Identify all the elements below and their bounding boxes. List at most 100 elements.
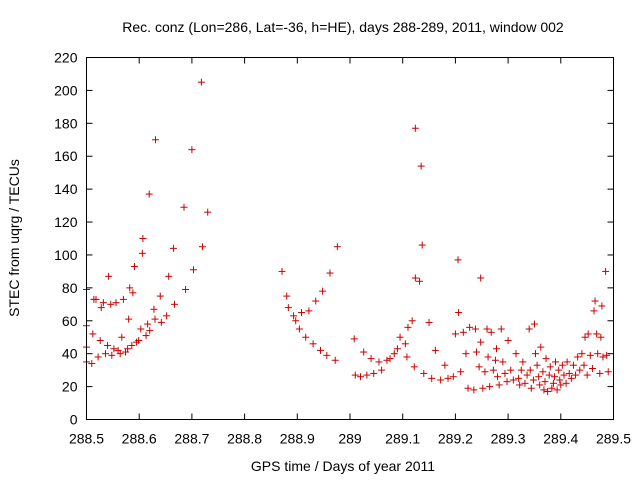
x-tick-label: 288.5 [69,431,104,447]
data-point [558,361,566,369]
data-point [483,325,491,333]
data-point [532,350,540,358]
data-point [580,361,588,369]
data-point [590,307,598,315]
data-point [583,371,591,379]
data-point [523,371,531,379]
data-point [278,267,286,275]
data-point [96,337,104,345]
data-point [360,348,368,356]
data-point [283,292,291,300]
data-point [525,325,533,333]
data-point [493,345,501,353]
data-point [486,383,494,391]
data-point [125,315,133,323]
data-point [89,330,97,338]
data-point [472,348,480,356]
data-point [182,286,190,294]
data-point [512,350,520,358]
data-point [375,358,383,366]
data-point [537,343,545,351]
data-point [124,345,132,353]
y-tick-label: 120 [54,214,78,230]
y-tick-label: 20 [62,379,78,395]
data-point [454,256,462,264]
data-point [298,309,306,317]
data-point [581,333,589,341]
data-point [390,350,398,358]
data-point [142,332,150,340]
data-point [152,136,160,144]
data-point [110,345,118,353]
data-point [507,366,515,374]
data-point [540,386,548,394]
x-tick-label: 289 [338,431,362,447]
data-point [553,386,561,394]
x-tick-label: 288.6 [122,431,157,447]
data-point [204,208,212,216]
data-point [107,300,115,308]
data-point [135,337,143,345]
data-point [515,374,523,382]
data-point [536,381,544,389]
data-point [404,323,412,331]
chart-title: Rec. conz (Lon=286, Lat=-36, h=HE), days… [122,19,564,35]
data-point [386,355,394,363]
data-point [302,333,310,341]
data-point [418,241,426,249]
data-point [576,366,584,374]
y-tick-label: 80 [62,280,78,296]
data-point [331,356,339,364]
data-point [560,371,568,379]
data-point [562,379,570,387]
data-point [403,353,411,361]
data-point [428,374,436,382]
data-point [517,366,525,374]
plot-frame [86,57,614,420]
data-point [323,351,331,359]
data-point [416,277,424,285]
data-point [475,363,483,371]
data-point [171,300,179,308]
data-point [99,299,107,307]
data-point [529,376,537,384]
data-point [383,356,391,364]
axis-tick-labels: 288.5 288.6 288.7 288.8 288.9 289 289.1 289.2 28… [54,50,631,447]
y-tick-label: 200 [54,82,78,98]
data-point [130,262,138,270]
data-point [151,315,159,323]
data-point [499,358,507,366]
data-points [83,78,612,396]
x-axis-label: GPS time / Days of year 2011 [251,458,435,474]
data-point [189,266,197,274]
data-point [586,351,594,359]
data-point [425,318,433,326]
data-point [163,312,171,320]
data-point [555,366,563,374]
data-point [545,371,553,379]
data-point [129,289,137,297]
data-point [552,358,560,366]
data-point [126,284,134,292]
x-tick-label: 288.9 [280,431,315,447]
data-point [292,317,300,325]
data-point [97,304,105,312]
data-point [401,340,409,348]
data-point [539,368,547,376]
data-point [156,292,164,300]
data-point [284,304,292,312]
x-tick-label: 288.7 [174,431,209,447]
data-point [527,384,535,392]
data-point [410,363,418,371]
data-point [604,368,612,376]
data-point [489,366,497,374]
data-point [503,378,511,386]
y-tick-label: 0 [70,412,78,428]
data-point [565,369,573,377]
data-point [431,346,439,354]
data-point [464,384,472,392]
data-point [393,345,401,353]
x-tick-label: 289.5 [596,431,631,447]
data-point [88,360,96,368]
data-point [530,320,538,328]
